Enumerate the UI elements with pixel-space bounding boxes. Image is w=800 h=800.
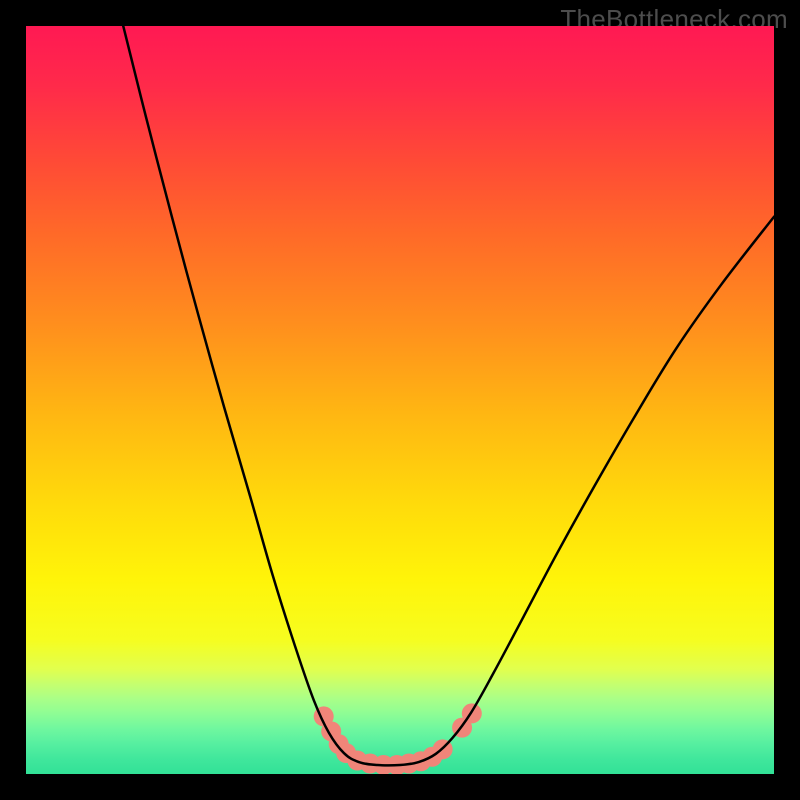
- plot-area: [26, 26, 774, 774]
- bottleneck-curve-svg: [26, 26, 774, 774]
- gradient-background: [26, 26, 774, 774]
- chart-container: TheBottleneck.com: [0, 0, 800, 800]
